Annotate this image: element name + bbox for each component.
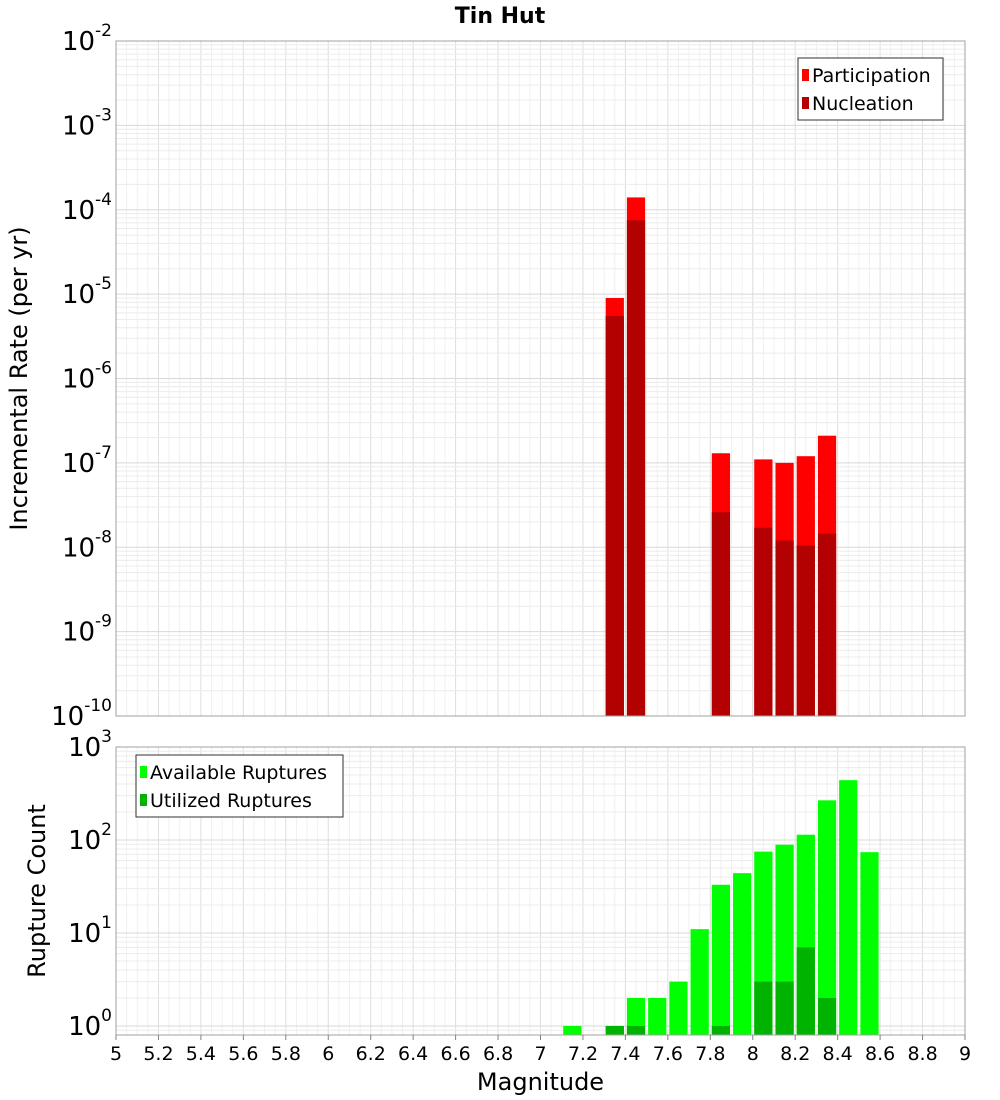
- x-tick-label: 9: [959, 1043, 971, 1065]
- x-tick-label: 7.4: [610, 1043, 640, 1065]
- bar-available-ruptures: [690, 929, 709, 1035]
- bar-available-ruptures: [563, 1025, 582, 1035]
- y-tick-label: 10-5: [62, 274, 112, 310]
- x-tick-label: 8: [747, 1043, 759, 1065]
- x-tick-label: 5.6: [228, 1043, 258, 1065]
- legend: Available Ruptures Utilized Ruptures: [135, 754, 344, 818]
- legend-swatch: [140, 794, 147, 806]
- y-tick-label: 10-8: [62, 527, 112, 563]
- legend-swatch: [140, 766, 147, 778]
- bar-nucleation: [605, 316, 624, 716]
- y-tick-label: 10-6: [62, 359, 112, 395]
- x-tick-label: 6.4: [398, 1043, 428, 1065]
- x-tick-label: 8.6: [865, 1043, 895, 1065]
- x-tick-label: 7.8: [695, 1043, 725, 1065]
- bar-available-ruptures: [839, 780, 858, 1035]
- bar-utilized-ruptures: [605, 1025, 624, 1035]
- x-tick-label: 5.4: [186, 1043, 216, 1065]
- bar-available-ruptures: [711, 884, 731, 1035]
- incremental-rate-panel: 10-2 10-3 10-4 10-5 10-6 10-7 10-8 10-9 10-10 Inc…: [5, 21, 966, 732]
- x-axis-label: Magnitude: [477, 1068, 604, 1096]
- bar-available-ruptures: [669, 981, 688, 1035]
- bar-available-ruptures: [733, 873, 752, 1035]
- y-tick-label: 10-2: [62, 21, 112, 57]
- bar-utilized-ruptures: [817, 997, 837, 1035]
- bar-available-ruptures: [860, 852, 879, 1035]
- bar-nucleation: [711, 512, 731, 716]
- bar-nucleation: [626, 220, 646, 717]
- plot-frame: [115, 40, 966, 717]
- legend-swatch: [802, 69, 809, 81]
- bar-utilized-ruptures: [775, 981, 794, 1035]
- x-tick-label: 8.2: [780, 1043, 810, 1065]
- legend-box: [797, 57, 944, 121]
- y-tick-label: 10-3: [62, 105, 112, 141]
- bar-nucleation: [754, 527, 773, 716]
- x-tick-label: 7.6: [653, 1043, 683, 1065]
- legend: Participation Nucleation: [797, 57, 944, 121]
- y-tick-label: 10-4: [62, 190, 112, 226]
- y-tick-label: 101: [68, 913, 112, 949]
- bar-available-ruptures: [626, 997, 646, 1035]
- y-tick-label: 103: [68, 727, 112, 763]
- bar-available-ruptures: [817, 800, 837, 1035]
- y-tick-label: 10-7: [62, 443, 112, 479]
- legend-label: Utilized Ruptures: [150, 790, 312, 812]
- x-tick-label: 8.8: [907, 1043, 937, 1065]
- bar-utilized-ruptures: [711, 1025, 731, 1035]
- legend-box: [135, 754, 344, 818]
- y-tick-label: 102: [68, 820, 112, 856]
- y-axis-label: Rupture Count: [23, 804, 51, 978]
- bar-nucleation: [817, 533, 837, 716]
- x-tick-label: 6.6: [440, 1043, 470, 1065]
- legend-swatch: [802, 97, 809, 109]
- legend-label: Nucleation: [812, 93, 914, 115]
- x-tick-label: 5.2: [143, 1043, 173, 1065]
- bar-nucleation: [775, 540, 794, 716]
- x-tick-label: 6.2: [356, 1043, 386, 1065]
- chart-title: Tin Hut: [455, 4, 546, 29]
- y-tick-label: 100: [68, 1006, 112, 1042]
- bar-utilized-ruptures: [796, 947, 815, 1035]
- x-tick-label: 7: [534, 1043, 546, 1065]
- y-tick-label: 10-9: [62, 612, 112, 648]
- legend-label: Participation: [812, 65, 931, 87]
- x-tick-label: 6: [322, 1043, 334, 1065]
- y-tick-label: 10-10: [51, 696, 112, 732]
- bar-nucleation: [796, 545, 815, 716]
- y-axis-label: Incremental Rate (per yr): [5, 226, 33, 530]
- legend-label: Available Ruptures: [150, 762, 327, 784]
- x-tick-label: 5: [110, 1043, 122, 1065]
- x-tick-label: 6.8: [483, 1043, 513, 1065]
- bar-available-ruptures: [648, 997, 667, 1035]
- x-tick-label: 5.8: [271, 1043, 301, 1065]
- bar-utilized-ruptures: [626, 1025, 646, 1035]
- x-tick-label: 8.4: [823, 1043, 853, 1065]
- x-tick-label: 7.2: [568, 1043, 598, 1065]
- bar-utilized-ruptures: [754, 981, 773, 1035]
